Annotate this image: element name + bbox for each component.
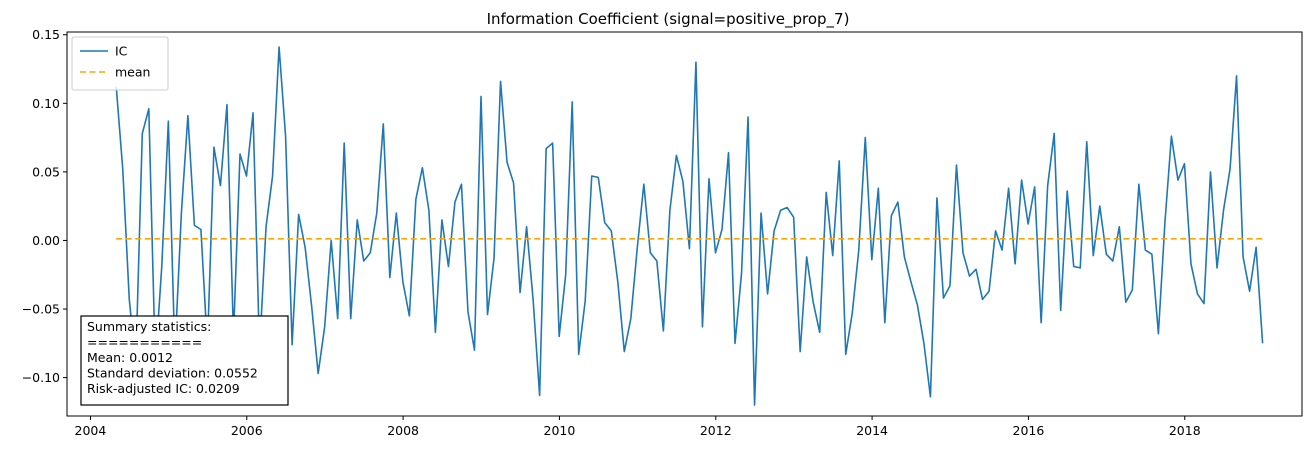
y-tick-label: 0.05 bbox=[32, 164, 60, 179]
y-tick-label: −0.05 bbox=[22, 302, 60, 317]
legend: IC mean bbox=[71, 36, 169, 91]
legend-label-mean: mean bbox=[115, 65, 150, 80]
stats-line: =========== bbox=[87, 335, 202, 350]
series-line-ic bbox=[115, 46, 1264, 406]
y-tick-label: 0.10 bbox=[32, 96, 60, 111]
x-tick-label: 2018 bbox=[1169, 423, 1201, 438]
y-tick-label: 0.15 bbox=[32, 27, 60, 42]
stats-line: Mean: 0.0012 bbox=[87, 350, 173, 365]
y-axis: −0.10 −0.05 0.00 0.05 0.10 0.15 bbox=[22, 27, 67, 385]
y-tick-label: −0.10 bbox=[22, 370, 60, 385]
stats-line: Summary statistics: bbox=[87, 319, 211, 334]
legend-label-ic: IC bbox=[115, 44, 128, 59]
x-tick-label: 2006 bbox=[231, 423, 263, 438]
x-axis: 2004 2006 2008 2010 2012 2014 2016 2018 bbox=[75, 416, 1201, 438]
chart-title: Information Coefficient (signal=positive… bbox=[487, 10, 850, 29]
stats-box-frame bbox=[80, 315, 289, 406]
stats-line: Risk-adjusted IC: 0.0209 bbox=[87, 381, 240, 396]
x-tick-label: 2010 bbox=[544, 423, 576, 438]
stats-line: Standard deviation: 0.0552 bbox=[87, 366, 258, 381]
x-tick-label: 2012 bbox=[700, 423, 732, 438]
x-tick-label: 2004 bbox=[75, 423, 107, 438]
x-tick-label: 2014 bbox=[856, 423, 888, 438]
y-tick-label: 0.00 bbox=[32, 233, 60, 248]
x-tick-label: 2016 bbox=[1013, 423, 1045, 438]
series-layer bbox=[115, 46, 1264, 406]
summary-stats-box: Summary statistics:===========Mean: 0.00… bbox=[80, 315, 289, 406]
plot-frame bbox=[66, 31, 1303, 417]
x-tick-label: 2008 bbox=[387, 423, 419, 438]
